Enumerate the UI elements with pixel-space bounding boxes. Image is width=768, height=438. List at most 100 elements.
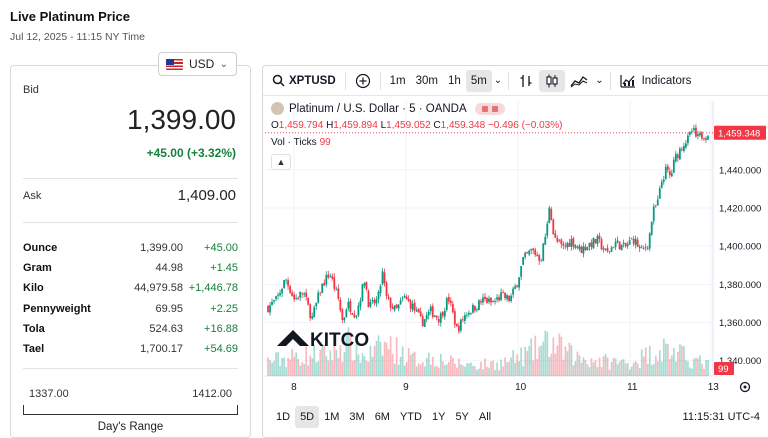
low-value: 1,459.052 xyxy=(386,120,431,131)
high-value: 1,459.894 xyxy=(333,120,378,131)
unit-change: +2.25 xyxy=(210,302,238,315)
volume-bar xyxy=(584,360,587,376)
collapse-legend-button[interactable]: ▲ xyxy=(271,154,291,170)
area-style-button[interactable] xyxy=(565,70,593,92)
unit-name: Kilo xyxy=(23,282,44,295)
bars-style-button[interactable] xyxy=(513,70,539,92)
range-all-button[interactable]: All xyxy=(478,411,492,423)
volume-bar xyxy=(632,362,635,376)
volume-bar xyxy=(618,361,621,376)
candle-body xyxy=(678,148,681,160)
day-range-bar xyxy=(23,405,238,415)
candle-body xyxy=(558,240,561,242)
volume-bar xyxy=(285,367,287,376)
volume-bar xyxy=(646,363,649,376)
range-ytd-button[interactable]: YTD xyxy=(399,411,422,423)
chart-toolbar: XPTUSD 1m 30m 1h 5m ⌄ ⌄ Indicators xyxy=(263,66,768,96)
market-status-badge[interactable] xyxy=(474,102,505,115)
volume-bar xyxy=(699,355,701,376)
candle-body xyxy=(582,246,585,254)
volume-bar xyxy=(431,356,434,376)
candle-body xyxy=(476,309,478,311)
candle-body xyxy=(506,295,508,300)
bid-label: Bid xyxy=(23,84,39,96)
volume-bar xyxy=(371,357,374,376)
volume-bar xyxy=(353,360,356,376)
volume-bar xyxy=(277,352,279,376)
indicators-button[interactable]: Indicators xyxy=(615,70,697,92)
range-5y-button[interactable]: 5Y xyxy=(455,411,469,423)
candle-body xyxy=(676,154,679,158)
volume-label: Vol · Ticks xyxy=(271,137,317,148)
range-3m-button[interactable]: 3M xyxy=(349,411,365,423)
volume-bar xyxy=(592,362,595,376)
volume-bar xyxy=(419,364,422,376)
divider xyxy=(23,368,238,369)
quote-panel: Bid 1,399.00 +45.00 (+3.32%) Ask 1,409.0… xyxy=(10,65,251,438)
volume-bar xyxy=(311,358,314,376)
volume-bar xyxy=(588,367,591,376)
settings-icon[interactable] xyxy=(739,381,751,393)
volume-bar xyxy=(570,345,573,376)
settings-icon-center xyxy=(743,385,747,389)
candle-body xyxy=(333,277,336,289)
x-tick-label: 10 xyxy=(515,382,527,393)
bar-chart-icon xyxy=(520,74,532,87)
volume-bar xyxy=(269,360,271,376)
range-1m-button[interactable]: 1M xyxy=(324,411,340,423)
candle-body xyxy=(520,266,523,277)
candle-body xyxy=(684,143,687,148)
candle-body xyxy=(691,131,693,133)
interval-1h-button[interactable]: 1h xyxy=(448,74,461,87)
candle-body xyxy=(697,134,699,136)
candles-style-button[interactable] xyxy=(539,69,566,92)
candle-body xyxy=(341,309,344,321)
candle-body xyxy=(494,301,496,302)
candle-body xyxy=(305,292,308,297)
volume-bar xyxy=(590,358,593,376)
volume-bar xyxy=(383,341,386,376)
volume-bar xyxy=(337,358,340,376)
volume-bar xyxy=(526,350,529,376)
candle-body xyxy=(441,311,444,316)
volume-bar xyxy=(409,354,412,376)
volume-bar xyxy=(323,344,326,376)
volume-bar xyxy=(550,353,553,376)
interval-dropdown[interactable]: ⌄ xyxy=(492,70,504,92)
candle-body xyxy=(299,291,302,298)
range-1y-button[interactable]: 1Y xyxy=(431,411,446,423)
volume-bar xyxy=(594,360,597,376)
interval-5m-button[interactable]: 5m xyxy=(465,69,492,92)
last-price-marker xyxy=(714,125,766,140)
price-chart[interactable]: 1,440.000 1,420.000 1,400.000 1,380.000 1,36… xyxy=(263,97,768,405)
candle-body xyxy=(289,286,291,293)
unit-price: 524.63 xyxy=(149,322,183,335)
volume-bar xyxy=(689,367,691,376)
volume-bar xyxy=(532,360,535,376)
interval-1m-button[interactable]: 1m xyxy=(389,74,406,87)
range-5d-button[interactable]: 5D xyxy=(295,406,320,428)
chart-style-dropdown[interactable]: ⌄ xyxy=(593,70,605,92)
candle-body xyxy=(395,304,398,308)
candle-body xyxy=(331,276,334,279)
range-6m-button[interactable]: 6M xyxy=(374,411,390,423)
candle-body xyxy=(656,199,659,206)
chart-widget: XPTUSD 1m 30m 1h 5m ⌄ ⌄ Indicators 1,440… xyxy=(262,65,768,438)
interval-30m-button[interactable]: 30m xyxy=(415,74,439,87)
symbol-search[interactable]: XPTUSD xyxy=(267,70,341,92)
volume-bar xyxy=(464,366,466,376)
range-1d-button[interactable]: 1D xyxy=(276,411,291,423)
candle-body xyxy=(536,254,539,257)
candle-body xyxy=(508,295,510,301)
compare-button[interactable] xyxy=(350,70,376,92)
candle-body xyxy=(369,302,372,307)
volume-bar xyxy=(626,362,629,376)
candle-body xyxy=(687,135,689,144)
currency-selector[interactable]: USD ⌄ xyxy=(158,52,237,76)
candle-body xyxy=(668,171,671,176)
candle-body xyxy=(371,299,374,302)
volume-bar xyxy=(327,360,330,376)
volume-bar xyxy=(351,360,354,376)
volume-bar xyxy=(534,335,537,376)
candle-body xyxy=(293,294,296,300)
